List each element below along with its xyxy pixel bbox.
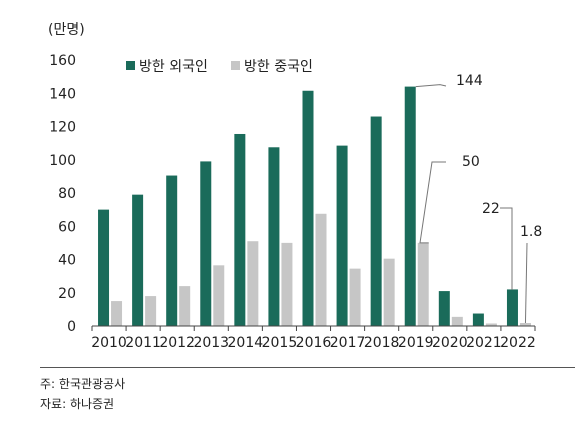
y-tick-label: 100 [49,153,76,169]
annotation-leader-line [419,161,446,244]
bar-chinese [213,265,225,326]
x-tick-label: 2014 [228,335,264,351]
x-tick-label: 2017 [330,335,366,351]
x-tick-label: 2018 [364,335,400,351]
x-tick-label: 2010 [91,335,127,351]
bar-chinese [485,323,497,326]
y-tick-label: 120 [49,120,76,136]
bar-foreign [404,86,416,326]
bar-foreign [336,145,348,326]
y-axis: 0 20 40 60 80 100 120 140 160 [49,53,76,335]
legend: 방한 외국인 방한 중국인 [126,59,313,75]
annotation-label: 22 [482,201,500,217]
x-tick-label: 2022 [500,335,536,351]
annotation-label: 144 [456,73,483,89]
bar-chinese [417,242,429,326]
y-tick-label: 20 [58,286,76,302]
bar-chinese [179,286,191,326]
bar-foreign [506,289,518,326]
x-tick-label: 2021 [466,335,502,351]
bar-chinese [247,241,259,326]
legend-label-foreign: 방한 외국인 [139,59,208,75]
bar-chinese [519,323,531,326]
bar-chinese [383,258,395,326]
bar-foreign [472,313,484,326]
footnote-divider [40,367,575,368]
bar-chinese [145,296,157,326]
legend-swatch-chinese [231,61,240,70]
y-tick-label: 40 [58,253,76,269]
legend-label-chinese: 방한 중국인 [244,59,313,75]
footnote-source: 자료: 하나증권 [40,397,115,411]
bar-foreign [200,161,212,326]
x-axis: 2010201120122013201420152016201720182019… [91,326,536,351]
bar-series [98,86,531,327]
bar-foreign [268,147,280,326]
x-tick-label: 2012 [159,335,195,351]
y-tick-label: 140 [49,86,76,102]
bar-foreign [234,133,246,326]
y-tick-label: 80 [58,186,76,202]
bar-chinese [111,301,123,326]
x-tick-label: 2011 [125,335,161,351]
x-tick-label: 2019 [398,335,434,351]
annotation-label: 1.8 [520,224,542,240]
annotation-label: 50 [462,154,480,170]
bar-foreign [302,90,314,326]
annotations: 144 50 22 1.8 [415,73,542,324]
footnote-note: 주: 한국관광공사 [40,377,126,391]
bar-foreign [438,291,450,326]
legend-swatch-foreign [126,61,135,70]
x-tick-label: 2015 [262,335,298,351]
x-tick-label: 2013 [193,335,229,351]
x-tick-label: 2016 [296,335,332,351]
y-tick-label: 60 [58,219,76,235]
bar-foreign [132,194,144,326]
bar-foreign [370,116,382,327]
bar-foreign [166,175,178,326]
y-tick-label: 160 [49,53,76,69]
y-axis-unit-label: (만명) [48,22,85,38]
annotation-leader-line [524,242,528,324]
bar-foreign [98,209,110,326]
annotation-leader-line [415,84,447,88]
annotation-leader-line [500,207,513,290]
bar-chinese [451,316,463,326]
y-tick-label: 0 [67,319,76,335]
bar-chinese [281,242,293,326]
bar-chinese [315,213,327,326]
bar-chinese [349,268,361,326]
x-tick-label: 2020 [432,335,468,351]
